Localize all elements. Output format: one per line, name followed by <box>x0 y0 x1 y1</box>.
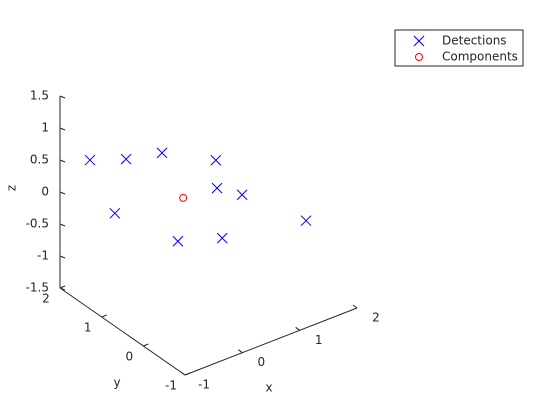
marker-x <box>216 232 228 244</box>
z-tick <box>59 95 66 99</box>
z-tick <box>59 159 66 163</box>
marker-o <box>415 53 423 61</box>
x-tick <box>238 349 243 354</box>
z-tick-label: 1 <box>41 121 49 135</box>
x-tick <box>295 326 300 331</box>
z-tick-label: -0.5 <box>26 217 49 231</box>
z-tick <box>59 255 66 259</box>
marker-x <box>84 154 96 166</box>
marker-x <box>236 189 248 201</box>
z-tick-label: -1 <box>37 249 49 263</box>
legend-box <box>394 29 524 67</box>
z-tick <box>59 223 66 227</box>
legend-label: Components <box>442 50 518 64</box>
z-tick-label: 0 <box>41 185 49 199</box>
marker-x <box>156 147 168 159</box>
z-tick <box>59 287 66 291</box>
y-tick-label: -1 <box>165 379 177 393</box>
legend-label: Detections <box>442 34 507 48</box>
marker-x <box>413 35 425 47</box>
y-tick-label: 0 <box>126 350 134 364</box>
x-tick <box>352 304 358 309</box>
z-tick-label: -1.5 <box>26 281 49 295</box>
x-tick-label: 2 <box>372 311 380 325</box>
y-tick <box>143 343 149 347</box>
y-tick <box>59 285 66 289</box>
y-tick <box>184 372 191 376</box>
marker-o <box>179 193 188 202</box>
x-tick-label: 1 <box>315 333 323 347</box>
marker-x <box>211 182 223 194</box>
x-tick-label: 0 <box>258 355 266 369</box>
x-axis-label: x <box>265 381 272 395</box>
z-axis-label: z <box>5 185 19 191</box>
y-axis <box>59 287 186 376</box>
marker-x <box>172 235 184 247</box>
marker-x <box>210 154 222 166</box>
x-tick <box>180 371 186 376</box>
z-tick <box>59 191 66 195</box>
x-tick-label: -1 <box>198 378 210 392</box>
z-tick <box>59 127 66 131</box>
y-tick-label: 1 <box>84 321 92 335</box>
marker-x <box>109 207 121 219</box>
z-tick-label: 0.5 <box>30 153 49 167</box>
z-tick-label: 1.5 <box>30 89 49 103</box>
marker-x <box>300 215 312 227</box>
y-axis-label: y <box>113 376 120 390</box>
y-tick <box>101 314 107 318</box>
x-axis <box>184 307 358 376</box>
y-tick-label: 2 <box>42 292 50 306</box>
marker-x <box>120 153 132 165</box>
